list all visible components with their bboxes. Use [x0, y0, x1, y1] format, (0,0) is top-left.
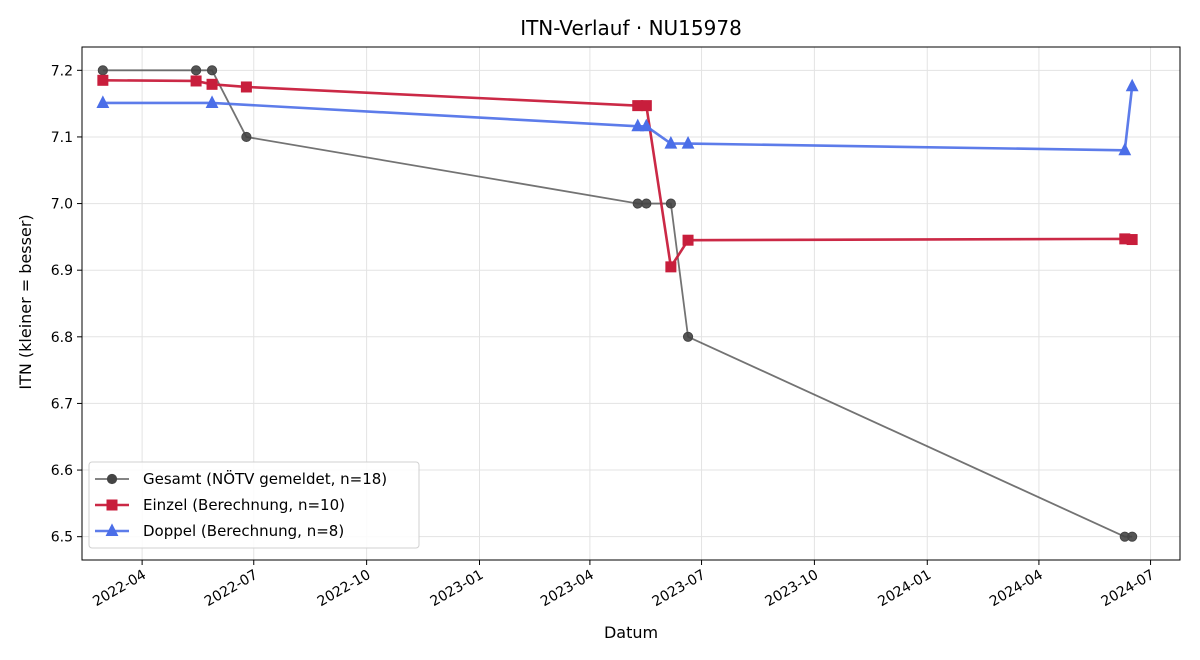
legend-item: Gesamt (NÖTV gemeldet, n=18)	[95, 469, 387, 488]
y-tick-label: 6.9	[51, 263, 73, 279]
y-tick-label: 7.2	[51, 63, 73, 79]
data-point	[97, 65, 108, 76]
x-tick-label: 2023-01	[428, 567, 487, 610]
legend-marker	[106, 473, 118, 485]
x-tick-label: 2022-07	[202, 567, 261, 610]
y-axis: 6.5 6.6 6.7 6.8 6.9 7.0 7.1 7.2	[51, 63, 82, 546]
y-tick-label: 6.7	[51, 396, 73, 412]
x-tick-label: 2024-04	[987, 567, 1046, 610]
data-point	[682, 234, 694, 246]
data-point	[640, 100, 652, 112]
x-tick-label: 2024-07	[1099, 567, 1158, 610]
data-point	[96, 95, 110, 108]
series-square	[97, 74, 1138, 273]
x-tick-label: 2023-07	[650, 567, 709, 610]
data-point	[665, 198, 676, 209]
y-tick-label: 6.5	[51, 530, 73, 546]
data-point	[632, 198, 643, 209]
x-tick-label: 2022-04	[90, 567, 149, 610]
data-point	[664, 136, 678, 149]
legend-item: Doppel (Berechnung, n=8)	[95, 522, 344, 540]
data-point	[206, 65, 218, 76]
data-point	[1118, 142, 1132, 156]
plot-frame	[81, 46, 1181, 561]
legend-marker	[106, 499, 118, 511]
data-point	[682, 331, 694, 342]
data-point	[240, 81, 252, 93]
legend: Gesamt (NÖTV gemeldet, n=18) Einzel (Bere…	[88, 461, 420, 549]
series-circle	[97, 65, 1138, 542]
y-tick-label: 6.8	[51, 330, 73, 346]
data-point	[639, 118, 653, 132]
data-point	[190, 65, 202, 76]
legend-label: Einzel (Berechnung, n=10)	[143, 496, 345, 514]
data-point	[1127, 531, 1138, 542]
data-point	[241, 131, 252, 143]
y-tick-label: 7.0	[51, 197, 73, 213]
data-point	[665, 261, 677, 273]
data-point	[206, 78, 218, 90]
data-point	[1125, 78, 1139, 92]
x-axis: 2022-04 2022-07 2022-10 2023-01 2023-04 2023-…	[90, 560, 1157, 610]
data-point	[631, 118, 645, 132]
x-tick-label: 2023-04	[538, 567, 597, 610]
legend-label: Doppel (Berechnung, n=8)	[143, 522, 344, 540]
x-tick-label: 2022-10	[315, 567, 374, 610]
series-layer	[96, 65, 1139, 542]
x-axis-title: Datum	[604, 623, 658, 642]
x-tick-label: 2023-10	[763, 567, 822, 610]
legend-label: Gesamt (NÖTV gemeldet, n=18)	[143, 469, 387, 488]
y-tick-label: 7.1	[51, 130, 73, 146]
data-point	[1126, 234, 1138, 246]
legend-marker	[105, 523, 119, 536]
data-point	[681, 136, 695, 149]
y-tick-label: 6.6	[51, 463, 73, 479]
series-line	[102, 86, 1134, 152]
x-tick-label: 2024-01	[875, 567, 934, 610]
data-point	[205, 95, 219, 108]
legend-box	[88, 461, 420, 549]
chart-title: ITN-Verlauf · NU15978	[520, 16, 742, 40]
y-axis-title: ITN (kleiner = besser)	[16, 214, 35, 389]
series-line	[102, 79, 1133, 269]
legend-item: Einzel (Berechnung, n=10)	[95, 496, 345, 514]
data-point	[190, 75, 202, 87]
series-triangle	[96, 78, 1139, 156]
data-point	[97, 74, 109, 86]
data-point	[641, 198, 652, 209]
